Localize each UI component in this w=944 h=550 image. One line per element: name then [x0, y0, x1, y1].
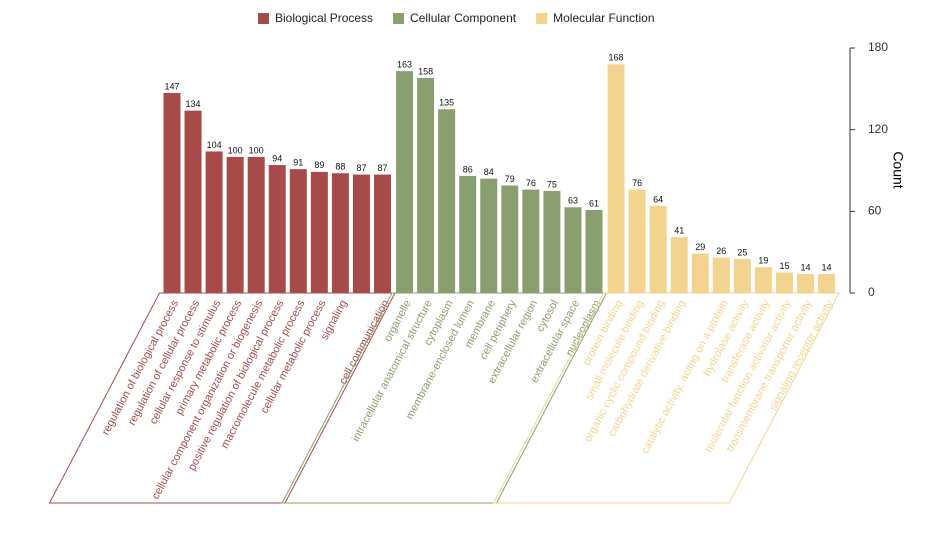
bar: [754, 267, 772, 293]
y-tick-label: 120: [868, 122, 888, 136]
legend-swatch: [258, 13, 269, 24]
value-label: 64: [653, 194, 663, 204]
bar: [459, 175, 477, 293]
bar: [585, 209, 603, 293]
value-label: 135: [439, 98, 454, 108]
bar: [205, 151, 223, 293]
bar: [396, 71, 414, 293]
bar: [564, 207, 582, 293]
value-label: 76: [526, 178, 536, 188]
value-label: 79: [505, 174, 515, 184]
value-label: 84: [484, 167, 494, 177]
value-label: 63: [568, 196, 578, 206]
bar: [417, 77, 435, 293]
value-label: 25: [737, 247, 747, 257]
value-label: 163: [397, 60, 412, 70]
bar: [374, 174, 391, 293]
value-label: 104: [207, 140, 222, 150]
value-label: 61: [589, 198, 599, 208]
bar: [691, 253, 709, 293]
bar: [797, 273, 814, 293]
value-label: 89: [314, 160, 324, 170]
value-label: 100: [249, 145, 264, 155]
bar: [163, 92, 181, 294]
value-label: 147: [164, 81, 179, 91]
value-label: 100: [228, 145, 243, 155]
bar: [352, 174, 370, 293]
bar: [331, 173, 349, 293]
value-label: 158: [418, 66, 433, 76]
legend-label: Biological Process: [275, 11, 373, 25]
bar: [247, 156, 265, 293]
value-label: 87: [377, 163, 387, 173]
y-tick-label: 180: [868, 40, 888, 54]
bar: [522, 189, 540, 293]
bar: [712, 257, 730, 293]
bar: [268, 165, 286, 293]
value-label: 168: [609, 53, 624, 63]
value-label: 86: [463, 164, 473, 174]
bar: [480, 178, 498, 293]
value-label: 15: [779, 261, 789, 271]
bar: [226, 156, 244, 293]
legend-label: Cellular Component: [410, 11, 517, 25]
value-label: 19: [758, 256, 768, 266]
bar: [775, 272, 793, 293]
value-label: 14: [800, 262, 810, 272]
bar: [438, 109, 456, 293]
value-label: 87: [356, 163, 366, 173]
value-label: 88: [335, 162, 345, 172]
value-label: 14: [822, 262, 832, 272]
bar: [543, 190, 561, 293]
bar: [649, 205, 667, 293]
bar: [628, 189, 646, 293]
value-label: 29: [695, 242, 705, 252]
value-label: 94: [272, 153, 282, 163]
bar: [607, 64, 625, 293]
legend-swatch: [536, 13, 548, 24]
bar: [733, 258, 751, 293]
y-tick-label: 0: [868, 285, 875, 299]
value-label: 75: [547, 179, 557, 189]
bar: [818, 273, 836, 293]
legend-label: Molecular Function: [553, 11, 654, 25]
bar: [184, 110, 202, 293]
bar: [289, 169, 307, 293]
value-label: 26: [716, 246, 726, 256]
y-tick-label: 60: [868, 204, 882, 218]
bar: [670, 237, 688, 293]
value-label: 41: [674, 226, 684, 236]
legend-swatch: [393, 13, 405, 24]
bar: [501, 185, 519, 293]
y-axis-label: Count: [890, 151, 906, 188]
value-label: 91: [293, 158, 303, 168]
bar: [310, 171, 328, 293]
value-label: 76: [632, 178, 642, 188]
value-label: 134: [186, 99, 201, 109]
group-bracket: [492, 292, 840, 504]
